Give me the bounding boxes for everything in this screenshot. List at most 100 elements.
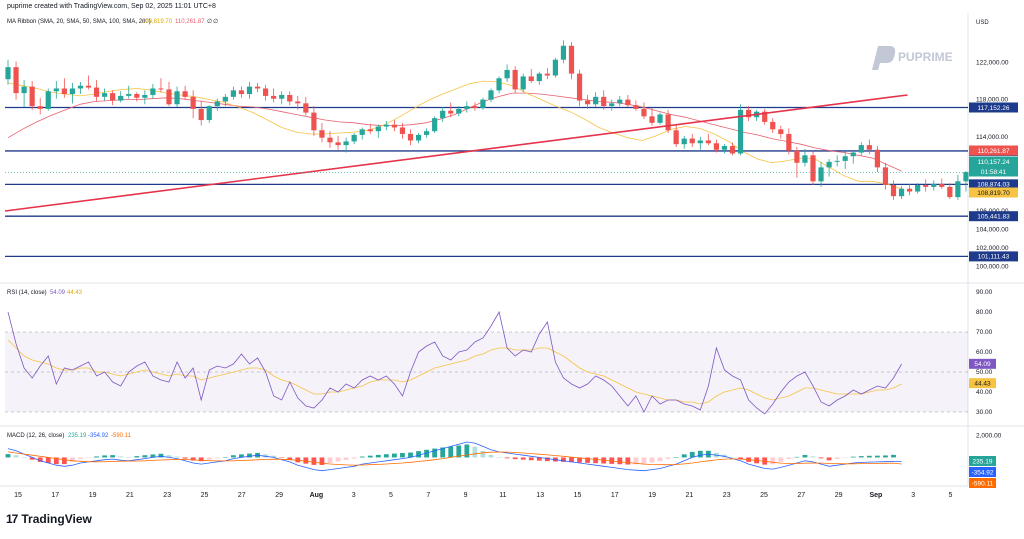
candle: [263, 88, 269, 96]
candle: [786, 133, 792, 151]
signal-line: [7, 451, 902, 466]
candle: [472, 106, 478, 108]
candle: [874, 149, 880, 168]
macd-histogram-bar: [617, 457, 623, 465]
price-tick-label: 104,000.00: [976, 227, 1009, 234]
macd-histogram-bar: [287, 457, 293, 460]
candle: [955, 181, 961, 198]
tradingview-logo[interactable]: 17 TradingView: [6, 512, 92, 526]
macd-histogram-bar: [625, 457, 631, 465]
candle: [552, 59, 558, 76]
level-tag-background: [969, 102, 1018, 113]
candle: [778, 129, 784, 134]
rsi-pane: RSI (14, close) 54.09 44.43 90.00 80.00 70…: [5, 289, 996, 416]
macd-histogram-bar: [416, 451, 421, 458]
macd-histogram-bar: [400, 453, 405, 458]
candle: [963, 172, 969, 182]
macd-histogram-bar: [826, 457, 832, 461]
price-indicator-value-3: ∅: [207, 18, 212, 25]
macd-histogram-bar: [174, 456, 180, 458]
macd-histogram-bar: [697, 450, 703, 458]
candle: [271, 95, 277, 99]
candle: [762, 111, 768, 122]
candle: [102, 93, 108, 97]
candle: [77, 85, 84, 89]
candle: [295, 101, 301, 104]
macd-histogram-bar: [86, 457, 91, 458]
macd-histogram-bar: [5, 454, 11, 458]
macd-histogram-bar: [327, 457, 333, 464]
macd-histogram-bar: [335, 457, 341, 462]
macd-indicator-label: MACD (12, 26, close): [7, 433, 64, 439]
level-tag: 101,111.43: [978, 254, 1010, 261]
macd-histogram-bar: [883, 455, 888, 458]
candle: [842, 156, 848, 161]
candle: [222, 96, 228, 102]
time-axis: 15 17 19 21 23 25 27 29 Aug 3 5 7 9 11 13 15 17 19 21 23 25 2…: [14, 492, 952, 499]
candle: [576, 73, 583, 101]
macd-histogram-bar: [633, 457, 639, 465]
level-tag: 117,152.26: [977, 105, 1009, 112]
candle: [890, 185, 897, 197]
sma-100-tag: 110,261.87: [977, 148, 1009, 155]
macd-histogram-bar: [351, 457, 357, 459]
candle: [432, 118, 438, 132]
macd-histogram-bar: [367, 455, 373, 458]
candle: [464, 106, 470, 109]
time-tick-label: 17: [51, 492, 59, 499]
candle: [915, 185, 921, 192]
time-tick-label: 21: [126, 492, 134, 499]
candle: [488, 90, 494, 100]
candle: [633, 105, 639, 109]
macd-histogram-bar: [512, 457, 518, 460]
candle: [13, 67, 19, 94]
candles: [5, 40, 969, 200]
time-tick-label: 3: [911, 492, 915, 499]
macd-histogram-bar: [802, 455, 808, 458]
macd-histogram-bar: [158, 453, 164, 458]
macd-histogram-bar: [665, 457, 671, 459]
macd-histogram-bar: [480, 451, 486, 458]
rsi-tick-label: 50.00: [976, 369, 993, 376]
candle: [21, 86, 27, 94]
price-pane: MA Ribbon (SMA, 20, SMA, 50, SMA, 100, S…: [4, 18, 1018, 271]
candle: [609, 103, 615, 107]
time-tick-label: 19: [89, 492, 97, 499]
macd-histogram-bar: [319, 457, 325, 465]
price-indicator-value-4: ∅: [213, 18, 218, 25]
macd-histogram-bar: [834, 457, 840, 459]
candle: [826, 161, 832, 168]
candle: [415, 134, 422, 141]
candle: [230, 90, 236, 97]
level-tag: 108,874.03: [977, 182, 1010, 189]
candle: [206, 106, 212, 121]
countdown-tag-background: [969, 166, 1018, 177]
candle: [351, 134, 357, 142]
currency-label: USD: [976, 20, 989, 26]
price-indicator-label: MA Ribbon (SMA, 20, SMA, 50, SMA, 100, S…: [7, 19, 151, 25]
macd-line-tag-background: [969, 467, 996, 477]
candle: [898, 188, 905, 197]
macd-indicator-value-2: -354.92: [88, 433, 109, 439]
candle: [544, 73, 550, 76]
macd-histogram-bar: [561, 457, 566, 462]
rsi-ma-value-tag: 44.43: [974, 380, 991, 387]
macd-hist-tag: 235.19: [973, 458, 993, 465]
rsi-content: 90.00 80.00 70.00 60.00 50.00 40.00 30.00 54.09…: [5, 289, 996, 416]
macd-histogram-bar: [190, 457, 196, 461]
level-tag-background: [969, 211, 1018, 222]
macd-histogram-bar: [730, 457, 735, 458]
macd-histogram-bar: [593, 457, 599, 464]
macd-histogram-bar: [641, 457, 647, 465]
candle: [866, 145, 872, 150]
macd-histogram-bar: [649, 457, 655, 463]
candle: [939, 184, 945, 187]
time-tick-label: 15: [574, 492, 582, 499]
price-tick-label: 102,000.00: [976, 245, 1009, 252]
candle: [166, 89, 172, 105]
macd-histogram-bar: [536, 457, 542, 461]
macd-histogram-bar: [295, 457, 301, 463]
